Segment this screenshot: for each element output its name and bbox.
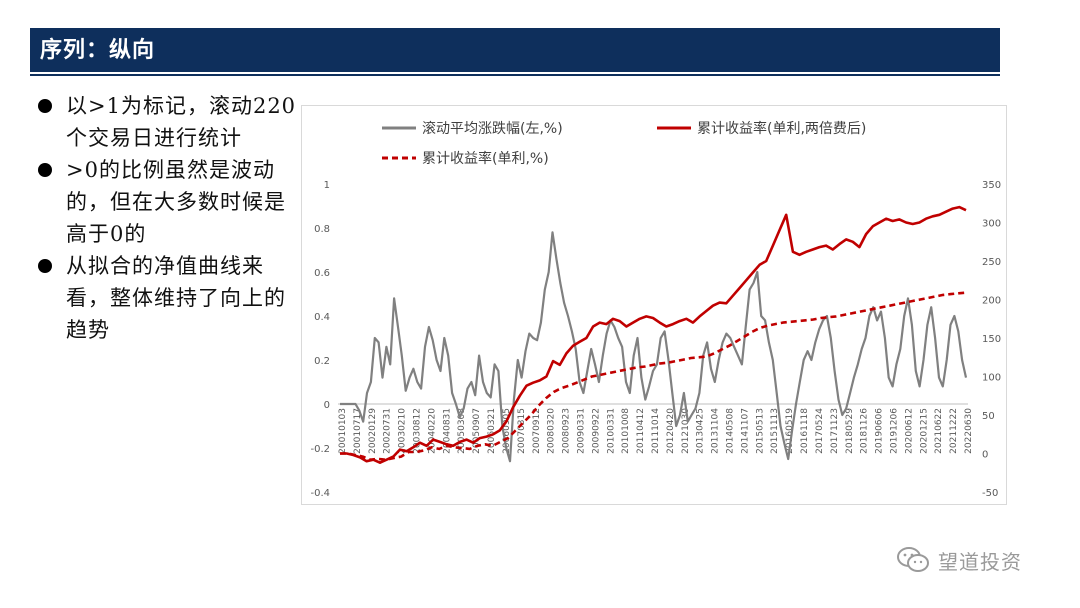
x-tick-label: 20020129 [368,408,378,454]
header-bar [30,28,1000,72]
x-tick-label: 20100331 [606,408,616,454]
legend-label: 累计收益率(单利,两倍费后) [697,120,866,137]
bullet-list: 以>1为标记，滚动220个交易日进行统计 >0的比例虽然是波动的，但在大多数时候… [36,90,298,346]
x-tick-label: 20191206 [889,408,899,454]
x-tick-label: 20010717 [353,408,363,454]
x-tick-label: 20171123 [830,408,840,454]
x-tick-label: 20030210 [398,408,408,454]
header-rule [30,74,1000,76]
y-right-tick-label: 150 [982,334,1001,345]
x-tick-label: 20190606 [875,408,885,454]
x-tick-label: 20060321 [487,408,497,454]
x-tick-label: 20111014 [651,408,661,454]
y-left-tick-label: 0.6 [314,268,330,279]
x-tick-label: 20030812 [413,408,423,454]
legend-label: 累计收益率(单利,%) [422,150,549,167]
x-tick-label: 20040220 [427,408,437,454]
y-right-tick-label: 350 [982,180,1001,191]
chart-axes: 1 0.8 0.6 0.4 0.2 0 -0.2 -0.4 350 300 250 200 150 100… [310,180,1001,499]
y-right-tick-label: 50 [982,411,995,422]
bullet-dot-icon [38,163,52,177]
x-tick-label: 20140508 [726,408,736,454]
y-right-tick-label: 250 [982,257,1001,268]
y-right-tick-label: -50 [982,488,998,499]
watermark-text: 望道投资 [938,549,1022,574]
chart-legend: 滚动平均涨跌幅(左,%) 累计收益率(单利,两倍费后) 累计收益率(单利,%) [382,120,866,167]
x-tick-label: 20020731 [383,408,393,454]
bullet-item-1: 以>1为标记，滚动220个交易日进行统计 [36,90,298,154]
chart-series [340,205,968,465]
bullet-dot-icon [38,99,52,113]
y-right-tick-label: 300 [982,219,1001,230]
x-tick-label: 20160519 [785,408,795,454]
y-left-tick-label: 0.8 [314,224,330,235]
y-right-tick-label: 200 [982,296,1001,307]
bullet-text-2: >0的比例虽然是波动的，但在大多数时候是高于0的 [66,158,286,246]
y-left-tick-label: 0.2 [314,356,330,367]
y-right-tick-label: 100 [982,373,1001,384]
bullet-dot-icon [38,259,52,273]
x-tick-label: 20070315 [517,408,527,454]
series-line-1 [340,231,968,463]
x-tick-label: 20050907 [472,408,482,454]
bullet-item-3: 从拟合的净值曲线来看，整体维持了向上的趋势 [36,250,298,346]
x-tick-label: 20220630 [964,408,974,454]
x-tick-label: 20210622 [934,408,944,454]
x-tick-label: 20090922 [591,408,601,454]
x-tick-label: 20170524 [815,408,825,454]
x-axis-labels: 20010103 20010717 20020129 20020731 20030210… [338,408,974,454]
x-tick-label: 20080320 [547,408,557,454]
series-line-2 [340,205,967,465]
series-line-3 [340,291,967,462]
y-left-tick-label: 0 [324,400,330,411]
legend-label: 滚动平均涨跌幅(左,%) [422,120,563,137]
x-tick-label: 20010103 [338,408,348,454]
x-tick-label: 20150513 [755,408,765,454]
y-left-tick-label: 0.4 [314,312,330,323]
x-tick-label: 20141107 [740,408,750,454]
x-tick-label: 20121030 [681,408,691,454]
x-tick-label: 20180529 [845,408,855,454]
x-tick-label: 20040831 [442,408,452,454]
line-chart: 滚动平均涨跌幅(左,%) 累计收益率(单利,两倍费后)累计收益率(单利,%) 10… [310,120,1001,499]
x-tick-label: 20090331 [576,408,586,454]
x-tick-label: 20120420 [666,408,676,454]
x-tick-label: 20131104 [711,408,721,454]
page-title: 序列：纵向 [40,38,156,63]
x-tick-label: 20110412 [636,408,646,454]
x-tick-label: 20050308 [457,408,467,454]
x-tick-label: 20060905 [502,408,512,454]
y-right-tick-label: 0 [982,450,988,461]
watermark: 望道投资 [896,542,1022,578]
x-tick-label: 20101008 [621,408,631,454]
x-tick-label: 20080923 [562,408,572,454]
x-tick-label: 20201215 [919,408,929,454]
y-left-tick-label: -0.4 [310,488,330,499]
bullet-text-1: 以>1为标记，滚动220个交易日进行统计 [66,94,297,150]
y-left-tick-label: 1 [324,180,330,191]
x-tick-label: 20200612 [904,408,914,454]
x-tick-label: 20211222 [949,408,959,454]
x-tick-label: 20130425 [696,408,706,454]
bullet-item-2: >0的比例虽然是波动的，但在大多数时候是高于0的 [36,154,298,250]
x-tick-label: 20151113 [770,408,780,454]
x-tick-label: 20161118 [800,408,810,454]
bullet-text-3: 从拟合的净值曲线来看，整体维持了向上的趋势 [66,254,286,342]
y-left-tick-label: -0.2 [310,444,330,455]
wechat-icon [897,547,929,572]
x-tick-label: 20181126 [860,408,870,454]
x-tick-label: 20070912 [532,408,542,454]
